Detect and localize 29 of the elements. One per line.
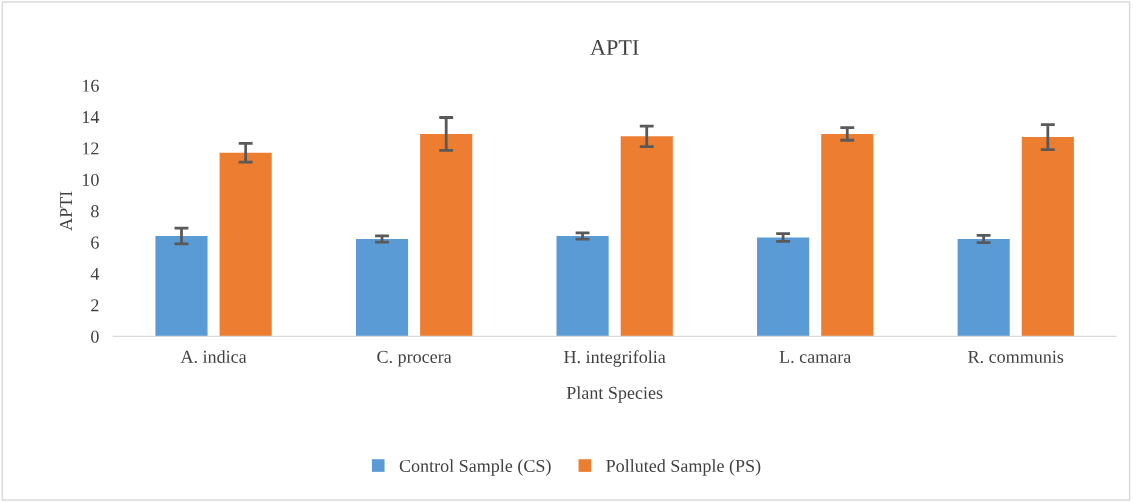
y-tick-label: 12 [82, 142, 99, 155]
y-tick-label: 2 [91, 299, 99, 312]
x-tick-label: R. communis [968, 350, 1064, 364]
chart-title: APTI [590, 40, 639, 55]
x-axis-title: Plant Species [566, 386, 663, 403]
y-tick-label: 10 [82, 173, 99, 186]
bar [821, 133, 874, 337]
bar [1021, 137, 1074, 337]
y-tick-label: 6 [91, 236, 99, 249]
bar [556, 235, 609, 337]
x-tick-label: H. integrifolia [564, 350, 666, 367]
x-tick-label: C. procera [377, 350, 452, 367]
x-tick-label: A. indica [180, 350, 247, 364]
bar [757, 237, 810, 337]
y-axis-title: APTI [60, 191, 72, 231]
legend-label: Control Sample (CS) [399, 459, 551, 476]
bar [219, 152, 272, 337]
y-tick-label: 16 [82, 79, 99, 92]
y-tick-label: 14 [82, 111, 100, 123]
legend-label: Polluted Sample (PS) [606, 459, 761, 476]
y-tick-label: 8 [91, 205, 99, 218]
y-tick-label: 4 [90, 267, 100, 280]
bar [420, 133, 473, 337]
bar [620, 136, 673, 337]
bar [155, 235, 208, 337]
bar [957, 239, 1010, 337]
x-tick-label: L. camara [779, 350, 852, 364]
bar [355, 239, 409, 337]
y-tick-label: 0 [91, 330, 99, 343]
